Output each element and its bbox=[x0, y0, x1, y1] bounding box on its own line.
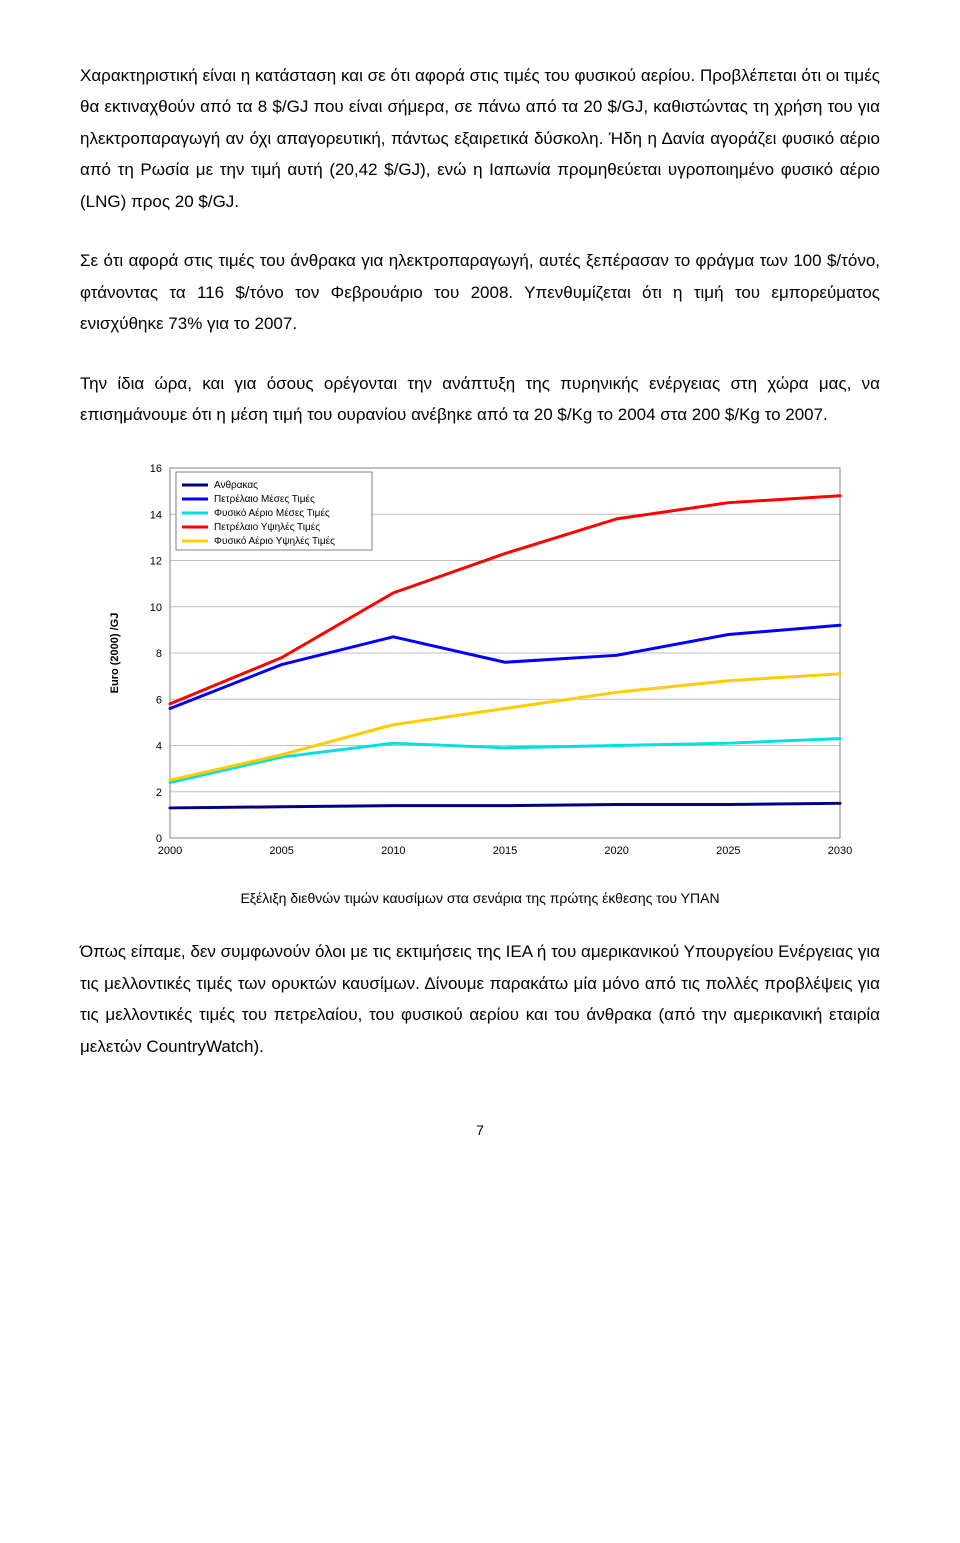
svg-text:8: 8 bbox=[156, 648, 162, 660]
fuel-price-chart: 0 2 4 6 8 10 12 14 16 2000 2005 2010 2015 2020 2025 203… bbox=[100, 458, 860, 878]
svg-text:2010: 2010 bbox=[381, 845, 405, 857]
svg-text:Φυσικό Αέριο Υψηλές Τιμές: Φυσικό Αέριο Υψηλές Τιμές bbox=[214, 535, 335, 547]
svg-text:Πετρέλαιο Υψηλές Τιμές: Πετρέλαιο Υψηλές Τιμές bbox=[214, 521, 320, 533]
svg-text:4: 4 bbox=[156, 741, 162, 753]
page-number: 7 bbox=[80, 1122, 880, 1138]
chart-svg: 0 2 4 6 8 10 12 14 16 2000 2005 2010 2015 2020 2025 203… bbox=[100, 458, 860, 878]
svg-text:6: 6 bbox=[156, 695, 162, 707]
svg-text:Φυσικό Αέριο Μέσες Τιμές: Φυσικό Αέριο Μέσες Τιμές bbox=[214, 507, 330, 519]
paragraph-1: Χαρακτηριστική είναι η κατάσταση και σε … bbox=[80, 60, 880, 217]
svg-text:2015: 2015 bbox=[493, 845, 517, 857]
svg-text:Πετρέλαιο Μέσες Τιμές: Πετρέλαιο Μέσες Τιμές bbox=[214, 493, 315, 505]
chart-caption: Εξέλιξη διεθνών τιμών καυσίμων στα σενάρ… bbox=[80, 890, 880, 906]
svg-text:2020: 2020 bbox=[604, 845, 628, 857]
paragraph-4: Όπως είπαμε, δεν συμφωνούν όλοι με τις ε… bbox=[80, 936, 880, 1062]
svg-text:Euro (2000) /GJ: Euro (2000) /GJ bbox=[109, 613, 121, 694]
svg-text:Ανθρακας: Ανθρακας bbox=[214, 480, 258, 491]
svg-text:2000: 2000 bbox=[158, 845, 182, 857]
svg-text:2030: 2030 bbox=[828, 845, 852, 857]
paragraph-3: Την ίδια ώρα, και για όσους ορέγονται τη… bbox=[80, 368, 880, 431]
svg-text:10: 10 bbox=[150, 602, 162, 614]
paragraph-2: Σε ότι αφορά στις τιμές του άνθρακα για … bbox=[80, 245, 880, 339]
svg-text:2: 2 bbox=[156, 787, 162, 799]
svg-text:2005: 2005 bbox=[269, 845, 293, 857]
svg-text:16: 16 bbox=[150, 463, 162, 475]
svg-text:14: 14 bbox=[150, 510, 162, 522]
svg-text:0: 0 bbox=[156, 833, 162, 845]
svg-text:2025: 2025 bbox=[716, 845, 740, 857]
svg-text:12: 12 bbox=[150, 556, 162, 568]
